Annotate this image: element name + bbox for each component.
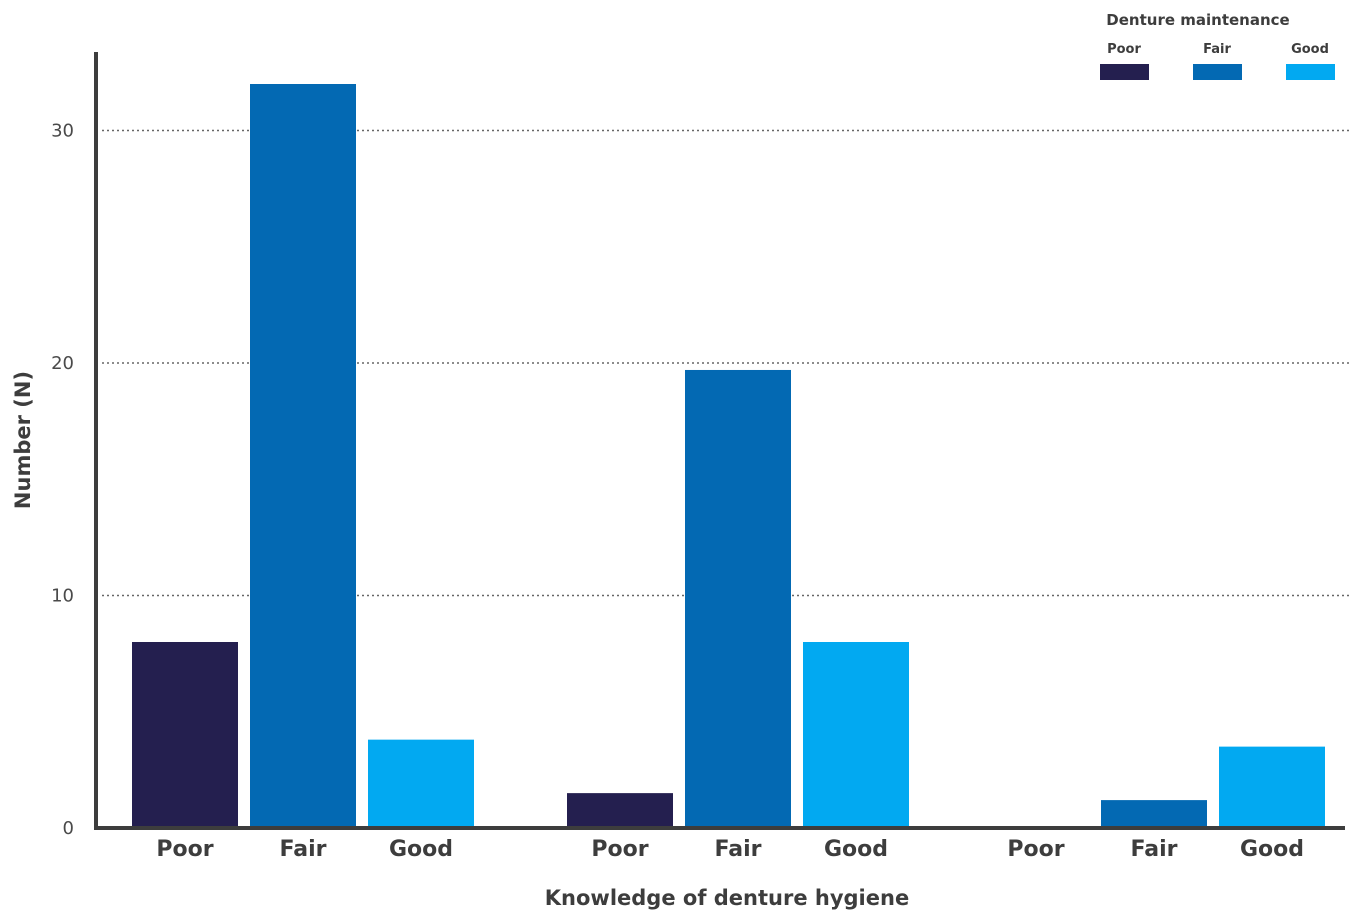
legend-swatch [1193, 64, 1242, 80]
x-category-label: Poor [1007, 837, 1064, 862]
x-axis-title: Knowledge of denture hygiene [545, 886, 909, 910]
bar [368, 739, 474, 828]
bar [803, 642, 909, 828]
legend-label: Good [1291, 42, 1329, 57]
bar [685, 369, 791, 828]
x-category-label: Good [1240, 837, 1304, 862]
legend-swatch [1100, 64, 1149, 80]
x-category-label: Fair [715, 837, 762, 862]
x-category-label: Poor [156, 837, 213, 862]
x-category-label: Good [389, 837, 453, 862]
y-tick-labels: 0 10 20 30 [51, 121, 74, 840]
legend-label: Fair [1203, 42, 1231, 57]
y-tick-label: 10 [51, 586, 74, 607]
x-category-label: Good [824, 837, 888, 862]
bar [567, 793, 673, 828]
y-axis-title: Number (N) [11, 371, 35, 509]
y-tick-label: 0 [63, 818, 74, 839]
bar [1101, 800, 1207, 828]
y-tick-label: 20 [51, 353, 74, 374]
y-tick-label: 30 [51, 121, 74, 142]
bar [1219, 746, 1325, 828]
legend-swatch [1286, 64, 1335, 80]
legend-title: Denture maintenance [1106, 11, 1289, 29]
x-category-label: Fair [280, 837, 327, 862]
x-category-label: Fair [1131, 837, 1178, 862]
x-category-label: Poor [591, 837, 648, 862]
legend: Denture maintenance Poor Fair Good [1100, 11, 1335, 80]
x-category-labels: Poor Fair Good Poor Fair Good Poor Fair Good [156, 837, 1304, 862]
bar [250, 84, 356, 828]
bar [132, 642, 238, 828]
bars [132, 84, 1325, 828]
gridlines [102, 129, 1350, 597]
legend-label: Poor [1107, 42, 1141, 57]
axes [94, 52, 1345, 830]
